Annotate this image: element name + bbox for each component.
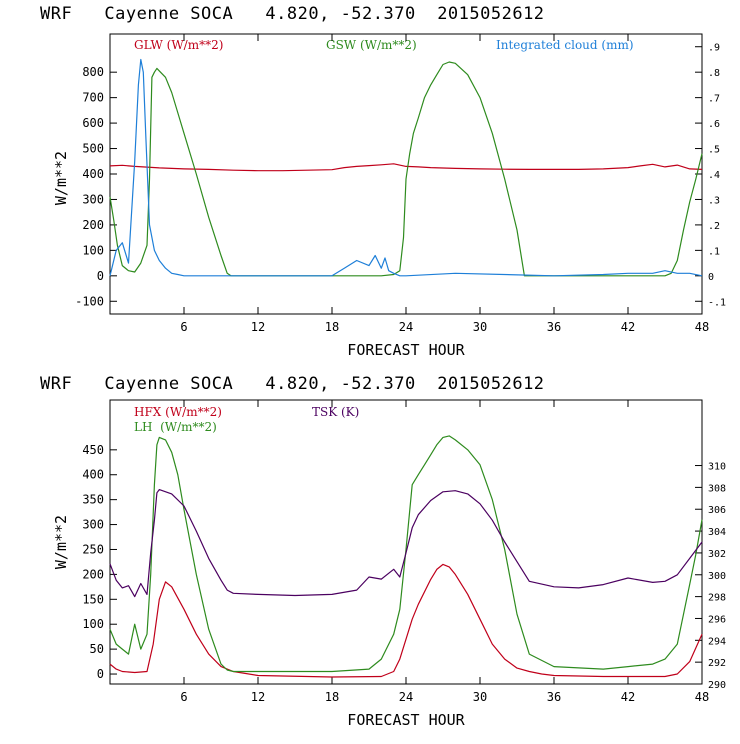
y-tick-label: 0 [97,667,104,681]
y2-tick-label: .3 [708,195,720,206]
y-tick-label: 100 [82,617,104,631]
x-tick-label: 6 [180,690,187,704]
x-tick-label: 42 [621,690,635,704]
x-tick-label: 12 [251,320,265,334]
y-axis-label: W/m**2 [52,515,70,569]
panel-top: WRF Cayenne SOCA 4.820, -52.370 20150526… [40,4,726,359]
x-tick-label: 18 [325,690,339,704]
y2-tick-label: .5 [708,145,720,156]
legend-entry-glw: GLW (W/m**2) [134,38,223,52]
series-line-0 [109,163,703,172]
y-tick-label: 400 [82,468,104,482]
y2-tick-label: 292 [708,658,726,669]
y2-tick-label: .2 [708,221,720,232]
x-tick-label: 30 [473,320,487,334]
x-tick-label: 18 [325,320,339,334]
y-tick-label: 250 [82,542,104,556]
y2-tick-label: 300 [708,571,726,582]
legend-entry-gsw: GSW (W/m**2) [326,38,417,52]
series-line-1 [109,61,703,277]
y2-tick-label: .4 [708,170,720,181]
legend-entry-cloud: Integrated cloud (mm) [496,38,634,52]
legend-entry-lh: LH (W/m**2) [134,420,217,434]
y-tick-label: 450 [82,443,104,457]
y2-tick-label: 294 [708,636,726,647]
x-tick-label: 48 [695,320,709,334]
y-tick-label: 300 [82,192,104,206]
x-tick-label: 30 [473,690,487,704]
y-tick-label: -100 [75,294,104,308]
x-tick-label: 24 [399,320,413,334]
y-tick-label: 50 [90,642,104,656]
x-tick-label: 36 [547,320,561,334]
y-tick-label: 200 [82,218,104,232]
series-group [109,435,703,678]
y2-tick-label: 296 [708,614,726,625]
x-tick-label: 6 [180,320,187,334]
panel-title: WRF Cayenne SOCA 4.820, -52.370 20150526… [40,374,545,394]
y2-tick-label: .7 [708,94,720,105]
x-axis-label: FORECAST HOUR [347,341,465,359]
y-tick-label: 150 [82,592,104,606]
y2-tick-label: 298 [708,593,726,604]
x-tick-label: 24 [399,690,413,704]
series-line-2 [109,58,703,277]
series-line-2 [109,489,703,598]
legend-entry-hfx: HFX (W/m**2) [134,405,222,419]
series-group [109,58,703,277]
y2-tick-label: -.1 [708,297,726,308]
series-line-0 [109,563,703,678]
x-axis-label: FORECAST HOUR [347,711,465,729]
series-line-1 [109,435,703,673]
y2-tick-label: .9 [708,43,720,54]
y-axis-right: -.1 0 .1 .2 .3 .4 .5 .6 .7 .8 .9 [695,43,726,308]
y2-tick-label: 308 [708,483,726,494]
x-tick-label: 36 [547,690,561,704]
y2-tick-label: .8 [708,68,720,79]
y2-tick-label: 304 [708,527,726,538]
y-axis-left: 0 50 100 150 200 250 300 350 400 450 [82,443,117,681]
y-tick-label: 200 [82,567,104,581]
y2-tick-label: 0 [708,272,714,283]
y2-tick-label: .6 [708,119,720,130]
y2-tick-label: 290 [708,680,726,691]
x-tick-label: 12 [251,690,265,704]
y2-tick-label: 310 [708,462,726,473]
plot-frame [109,399,703,685]
x-axis: 6 12 18 24 30 36 42 48 [180,34,709,334]
plot-frame [109,33,703,315]
x-axis: 6 12 18 24 30 36 42 48 [180,400,709,704]
panel-bottom: WRF Cayenne SOCA 4.820, -52.370 20150526… [40,374,726,729]
panel-title: WRF Cayenne SOCA 4.820, -52.370 20150526… [40,4,545,24]
y-tick-label: 400 [82,167,104,181]
y2-tick-label: 302 [708,549,726,560]
legend-entry-tsk: TSK (K) [312,405,359,419]
y-tick-label: 0 [97,269,104,283]
x-tick-label: 42 [621,320,635,334]
y-axis-left: -100 0 100 200 300 400 500 600 700 800 [75,65,117,308]
y-tick-label: 100 [82,243,104,257]
y-tick-label: 500 [82,142,104,156]
y-axis-right: 290 292 294 296 298 300 302 304 306 308 310 [695,462,726,691]
y-tick-label: 350 [82,493,104,507]
y-tick-label: 300 [82,518,104,532]
y-tick-label: 600 [82,116,104,130]
y-axis-label: W/m**2 [52,151,70,205]
y-tick-label: 700 [82,91,104,105]
y2-tick-label: .1 [708,246,720,257]
x-tick-label: 48 [695,690,709,704]
y2-tick-label: 306 [708,505,726,516]
y-tick-label: 800 [82,65,104,79]
